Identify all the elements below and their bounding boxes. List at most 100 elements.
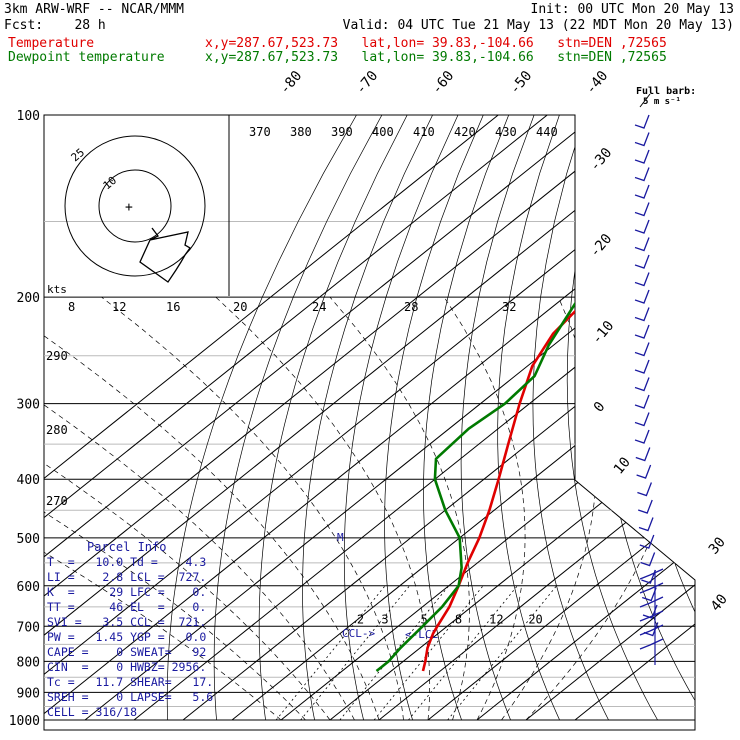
dry-adiabat-line [302, 115, 433, 721]
full-barb-label: Full barb: [636, 86, 696, 97]
parcel-info-row: T = 10.0 Td = 4.3 [47, 555, 207, 569]
isotherm-line [44, 115, 499, 721]
moist-adiabat-line [443, 296, 526, 721]
pressure-tick-label: 500 [17, 532, 40, 547]
mixing-ratio-label: 5 [421, 612, 428, 626]
dry-adiabat-line [566, 115, 658, 721]
mixing-ratio-line [339, 585, 450, 721]
ccl-label: CCL-> [342, 627, 375, 640]
mixing-ratio-label: 12 [489, 612, 503, 626]
dry-adiabat-line [725, 115, 740, 720]
pressure-tick-label: 100 [17, 109, 40, 124]
wind-barb [638, 517, 654, 532]
valid-time: Valid: 04 UTC Tue 21 May 13 (22 MDT Mon … [342, 18, 734, 33]
parcel-info-row: SVI = 3.5 CCL = 721. [47, 615, 207, 629]
moist-adiabat-line [44, 296, 355, 721]
mixing-ratio-label: 2 [357, 612, 364, 626]
wind-barb [634, 272, 650, 287]
parcel-info-row: LI = 2.8 LCL = 727. [47, 570, 207, 584]
init-time: Init: 00 UTC Mon 20 May 13 [530, 2, 735, 17]
pressure-tick-label: 600 [17, 580, 40, 595]
wind-barb [634, 237, 650, 252]
theta-label: 370 [249, 125, 271, 139]
wind-barb [635, 447, 651, 462]
wind-barb [636, 464, 652, 479]
isotherm-line [182, 115, 695, 721]
temperature-legend: Temperature [8, 36, 95, 51]
theta-left-label: 290 [46, 349, 68, 363]
theta-left-label: 280 [46, 423, 68, 437]
pressure-tick-label: 400 [17, 473, 40, 488]
forecast-hour: Fcst: 28 h [4, 18, 106, 33]
mixing-ratio-line [447, 585, 557, 721]
wind-barb [634, 254, 650, 269]
theta-label: 410 [413, 125, 435, 139]
dry-adiabat-line [497, 115, 560, 721]
hodograph-ring-label: 25 [69, 146, 88, 164]
hodograph-speed-label: 20 [233, 300, 247, 314]
parcel-info-row: K = 29 LFC = 0. [47, 585, 207, 599]
wind-barb [639, 568, 664, 580]
parcel-info-row: CELL = 316/18 [47, 705, 138, 719]
theta-label: 420 [454, 125, 476, 139]
isotherm-line [378, 115, 695, 721]
wind-barb [634, 307, 650, 322]
dry-adiabat-line [166, 115, 357, 721]
isotherm-line [44, 115, 646, 721]
mixing-ratio-label: 20 [528, 612, 542, 626]
isotherm-line [133, 115, 695, 721]
dry-adiabat-line [423, 115, 510, 721]
hodograph-ring [98, 169, 172, 243]
isotherm-line [574, 115, 695, 721]
wind-barb [634, 132, 650, 147]
temperature-location: x,y=287.67,523.73 lat,lon= 39.83,-104.66… [205, 36, 667, 51]
isotherm-label: -70 [353, 68, 382, 98]
wind-barb [637, 482, 653, 497]
model-title: 3km ARW-WRF -- NCAR/MMM [4, 2, 185, 17]
dry-adiabat-line [663, 115, 695, 721]
parcel-marker: M [337, 531, 344, 544]
wind-barb [639, 638, 664, 650]
mixing-ratio-label: 8 [455, 612, 462, 626]
wind-barb [634, 377, 650, 392]
theta-label: 430 [495, 125, 517, 139]
wind-barb [639, 534, 655, 549]
hodograph-center: + [125, 200, 133, 215]
parcel-info-row: CIN = 0 HWBZ= 2956. [47, 660, 207, 674]
wind-barb [639, 596, 664, 608]
isotherm-label: 40 [708, 591, 731, 614]
wind-barb [634, 359, 650, 374]
parcel-info-panel: Parcel Info T = 10.0 Td = 4.3 LI = 2.8 LC… [47, 540, 235, 720]
theta-left-label: 270 [46, 494, 68, 508]
isotherm-line [44, 115, 548, 721]
wind-barb [634, 184, 650, 199]
wind-barb [634, 394, 650, 409]
wind-barb [641, 569, 657, 584]
isotherm-label: 0 [591, 399, 609, 416]
mixing-ratio-line [275, 585, 386, 721]
hodograph-speed-label: 32 [502, 300, 516, 314]
isotherm-label: 10 [611, 454, 634, 477]
wind-barbs [634, 114, 664, 665]
hodograph-units: kts [47, 283, 67, 296]
hodograph-ring [64, 135, 206, 277]
parcel-info-row: CAPE = 0 SWEAT= 92 [47, 645, 207, 659]
moist-adiabat-line [44, 296, 282, 721]
dry-adiabat-line [384, 115, 484, 721]
hodograph-speed-label: 28 [404, 300, 418, 314]
wind-barb [639, 610, 664, 622]
moist-adiabat-line [215, 296, 431, 721]
dry-adiabat-line [694, 115, 695, 721]
parcel-info-row: PW = 1.45 YGP = 0.0 [47, 630, 207, 644]
parcel-info-title: Parcel Info [87, 540, 167, 554]
hodograph-speed-label: 24 [312, 300, 326, 314]
dry-adiabat-line [343, 115, 459, 721]
pressure-tick-label: 300 [17, 398, 40, 413]
isotherm-label: -60 [429, 68, 458, 98]
moist-adiabat-line [501, 296, 597, 721]
isotherm-line [525, 115, 695, 721]
wind-barb [634, 342, 650, 357]
wind-barb [634, 114, 650, 129]
hodograph-speed-label: 12 [112, 300, 126, 314]
